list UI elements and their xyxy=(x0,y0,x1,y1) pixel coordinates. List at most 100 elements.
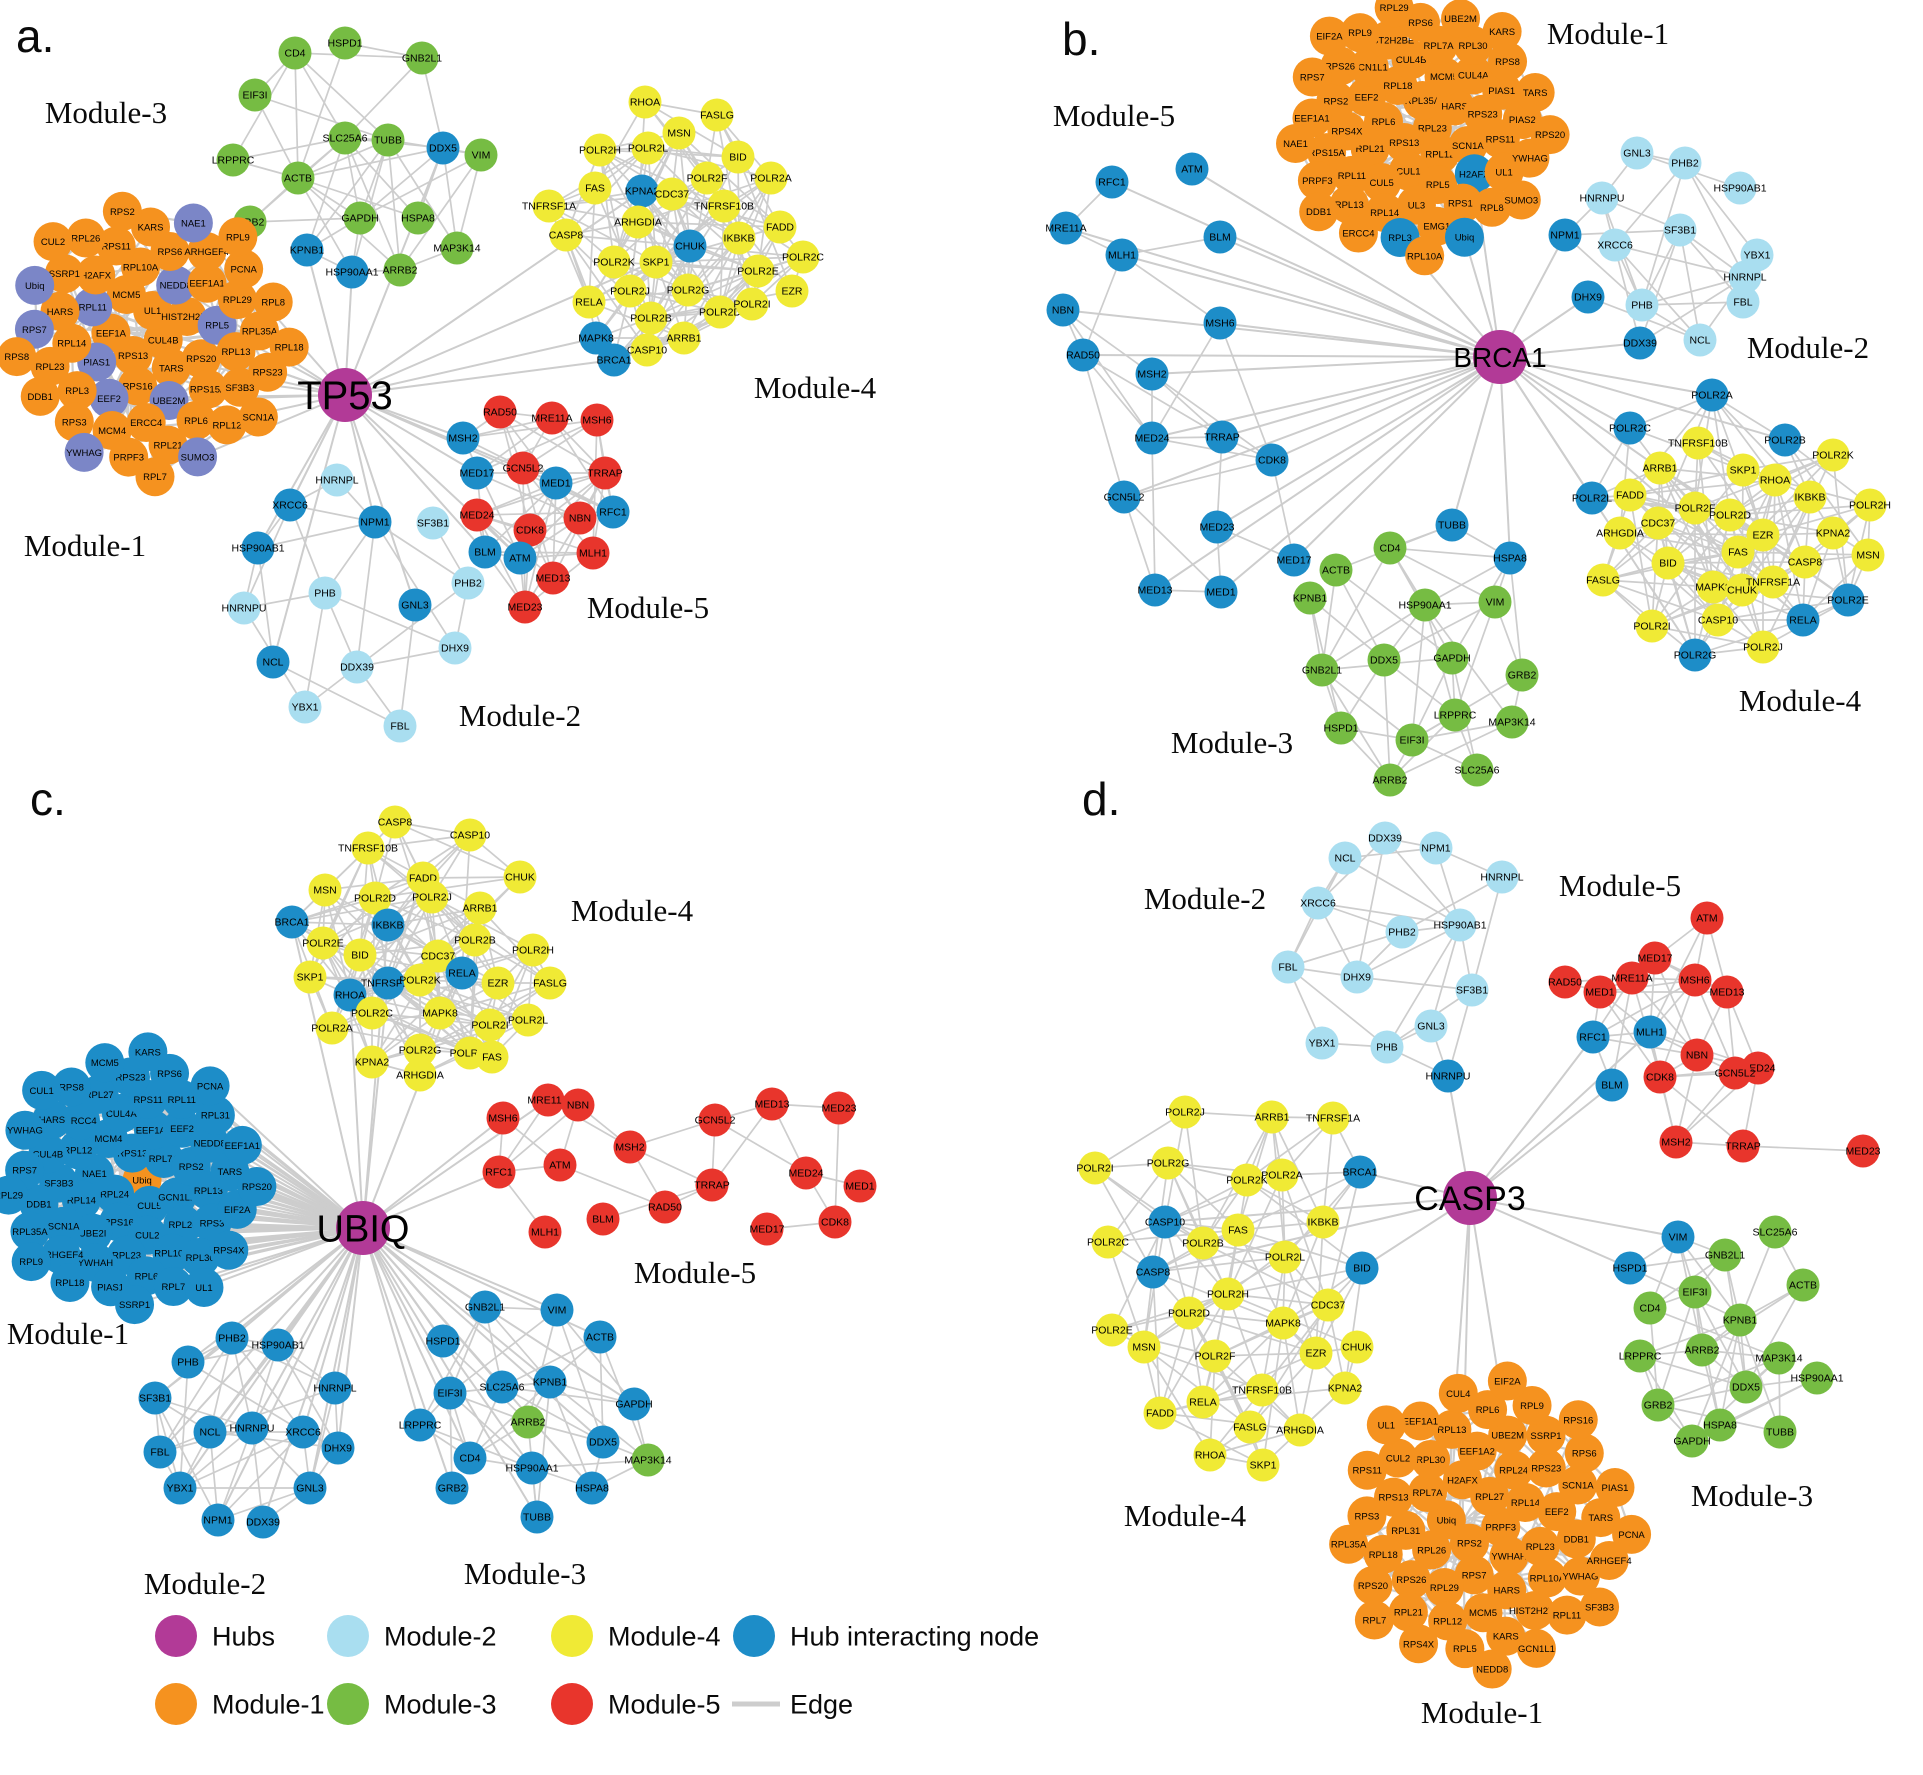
node-FAS xyxy=(475,1040,509,1074)
module-label: Module-5 xyxy=(587,590,709,625)
node-LRPPRC xyxy=(1623,1339,1657,1373)
edge xyxy=(309,1227,364,1489)
node-ARRB1 xyxy=(1643,451,1677,485)
node-label: NCL xyxy=(262,657,283,669)
node-ATM xyxy=(1690,901,1724,935)
node-PHB xyxy=(171,1345,205,1379)
edge xyxy=(1107,1162,1169,1243)
node-RPL10A xyxy=(1405,236,1445,276)
node-label: DHX9 xyxy=(324,1443,352,1455)
node-label: ARRB1 xyxy=(666,333,701,345)
edge xyxy=(362,1227,471,1459)
node-TUBB xyxy=(1763,1415,1797,1449)
edge xyxy=(254,94,389,141)
node-IKBKB xyxy=(722,221,756,255)
node-label: EEF2 xyxy=(170,1124,194,1135)
node-RAD50 xyxy=(1066,338,1100,372)
node-label: ATM xyxy=(1181,164,1202,176)
edge xyxy=(362,1117,504,1229)
node-label: SCN1A xyxy=(243,412,275,423)
node-label: IKBKB xyxy=(1795,492,1826,504)
node-MAP3K14 xyxy=(631,1443,665,1477)
edge xyxy=(262,1227,364,1523)
node-label: RPL35A xyxy=(1331,1540,1367,1551)
node-KARS xyxy=(128,1032,168,1072)
node-label: GNL3 xyxy=(401,600,429,612)
node-MAPK8 xyxy=(1266,1306,1300,1340)
edge xyxy=(1151,322,1221,439)
legend-swatch-Module-1 xyxy=(155,1683,197,1725)
node-label: POLR2K xyxy=(1812,450,1853,462)
node-NCL xyxy=(1328,841,1362,875)
node-label: ACTB xyxy=(284,173,312,185)
node-label: RPS13 xyxy=(118,351,148,362)
edge xyxy=(1335,569,1385,661)
edge xyxy=(291,896,433,923)
node-label: RPS2 xyxy=(110,207,135,218)
legend-swatch-Module-4 xyxy=(551,1615,593,1657)
node-label: RPL8 xyxy=(261,298,285,309)
edge xyxy=(294,52,389,141)
node-label: SSRP1 xyxy=(119,1300,150,1311)
node-RPS20 xyxy=(181,339,221,379)
node-label: DHX9 xyxy=(441,643,469,655)
node-EEF2 xyxy=(1347,77,1387,117)
node-label: PRPF3 xyxy=(113,453,144,464)
node-label: EEF1A xyxy=(96,329,127,340)
node-label: GNL3 xyxy=(1417,1021,1445,1033)
node-label: PHB xyxy=(1376,1042,1398,1054)
node-POLR2B xyxy=(1186,1226,1220,1260)
node-label: LRPPRC xyxy=(399,1420,442,1432)
node-label: FASLG xyxy=(700,110,734,122)
node-MSN xyxy=(662,116,696,150)
node-label: MSN xyxy=(1856,550,1879,562)
node-label: MED24 xyxy=(788,1168,823,1180)
node-label: FADD xyxy=(1146,1408,1174,1420)
hub-label: TP53 xyxy=(297,374,393,418)
node-MED23 xyxy=(508,590,542,624)
node-TARS xyxy=(1515,72,1555,112)
edge xyxy=(344,245,691,396)
node-MAP3K14 xyxy=(1495,705,1529,739)
edge xyxy=(1602,579,1719,621)
node-label: HSP90AA1 xyxy=(1398,600,1451,612)
node-POLR2J xyxy=(415,880,449,914)
node-label: MCM5 xyxy=(1430,72,1458,83)
edge xyxy=(1219,236,1501,358)
node-label: CD4 xyxy=(1639,1303,1660,1315)
node-label: RPL13 xyxy=(194,1186,223,1197)
node-label: MAPK8 xyxy=(578,333,614,345)
node-label: TNFRSF10B xyxy=(1668,438,1728,450)
edge xyxy=(374,876,521,899)
node-label: RPL23 xyxy=(1418,124,1447,135)
node-RPS8 xyxy=(51,1067,91,1107)
node-label: CUL2 xyxy=(41,237,65,248)
edge xyxy=(359,939,476,956)
node-label: ERCC4 xyxy=(130,418,162,429)
node-label: DDX39 xyxy=(340,662,374,674)
node-label: RPL9 xyxy=(226,232,250,243)
node-label: MED17 xyxy=(1637,953,1672,965)
panel-letter: a. xyxy=(16,10,54,62)
node-RPL29 xyxy=(0,1175,29,1215)
node-label: RPL29 xyxy=(0,1191,23,1202)
node-RAD50 xyxy=(648,1190,682,1224)
node-MED17 xyxy=(1638,941,1672,975)
node-label: RPL6 xyxy=(1476,1405,1500,1416)
node-label: YBX1 xyxy=(1309,1038,1336,1050)
node-DHX9 xyxy=(1340,960,1374,994)
node-HSPA8 xyxy=(401,201,435,235)
edge xyxy=(531,1459,649,1469)
node-MSH6 xyxy=(1678,963,1712,997)
node-label: RPS23 xyxy=(253,368,283,379)
node-RPL14 xyxy=(1505,1483,1545,1523)
node-label: EEF1A2 xyxy=(1459,1447,1494,1458)
edge xyxy=(1082,354,1125,498)
node-POLR2C xyxy=(1091,1225,1125,1259)
node-label: RAD50 xyxy=(1066,350,1100,362)
node-label: MRE11A xyxy=(1045,223,1086,235)
module-label: Module-2 xyxy=(1747,330,1869,365)
node-label: CASP8 xyxy=(549,230,584,242)
edge xyxy=(484,551,594,554)
edge xyxy=(1321,604,1426,671)
